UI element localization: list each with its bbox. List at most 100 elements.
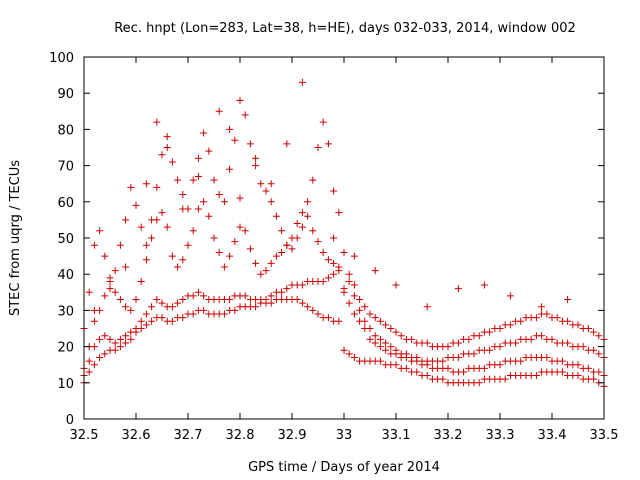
data-point	[96, 227, 104, 235]
data-point	[215, 107, 223, 115]
data-point	[298, 223, 306, 231]
data-point	[340, 248, 348, 256]
axis-ticks	[83, 56, 605, 420]
data-point	[345, 299, 353, 307]
data-point	[122, 263, 130, 271]
data-point	[345, 277, 353, 285]
data-point	[200, 292, 208, 300]
data-point	[189, 176, 197, 184]
data-point	[376, 317, 384, 325]
data-point	[252, 303, 260, 311]
data-point	[309, 306, 317, 314]
data-point	[584, 364, 592, 372]
data-point	[304, 198, 312, 206]
data-point	[153, 118, 161, 126]
data-point	[168, 303, 176, 311]
data-point	[345, 350, 353, 358]
data-point	[153, 296, 161, 304]
data-point	[460, 368, 468, 376]
data-point	[122, 332, 130, 340]
data-point	[85, 357, 93, 365]
data-point	[148, 303, 156, 311]
data-point	[283, 241, 291, 249]
data-point	[267, 299, 275, 307]
x-tick-label: 32.9	[278, 428, 307, 443]
data-point	[501, 375, 509, 383]
y-tick-label: 100	[49, 51, 74, 66]
data-point	[517, 357, 525, 365]
data-point	[392, 346, 400, 354]
data-point	[350, 252, 358, 260]
data-point	[475, 379, 483, 387]
data-point	[168, 252, 176, 260]
data-point	[200, 198, 208, 206]
data-point	[298, 281, 306, 289]
data-point	[267, 198, 275, 206]
data-point	[111, 339, 119, 347]
data-point	[90, 317, 98, 325]
data-point	[496, 325, 504, 332]
data-point	[496, 361, 504, 369]
data-point	[111, 267, 119, 275]
data-point	[408, 335, 416, 343]
data-point	[226, 125, 234, 133]
data-point	[454, 353, 462, 361]
data-point	[517, 317, 525, 325]
data-point	[298, 78, 306, 86]
data-point	[366, 335, 374, 343]
data-point	[142, 310, 150, 318]
data-point	[298, 209, 306, 217]
data-point	[506, 321, 514, 329]
data-point	[371, 267, 379, 275]
data-point	[506, 292, 514, 300]
data-point	[226, 252, 234, 260]
data-point	[382, 321, 390, 329]
data-point	[595, 350, 603, 358]
y-tick-label: 40	[57, 268, 74, 283]
data-point	[564, 317, 572, 325]
data-point	[298, 299, 306, 307]
data-point	[314, 144, 322, 151]
data-point	[423, 303, 431, 311]
data-point	[111, 288, 119, 296]
x-tick-label: 32.7	[174, 428, 203, 443]
data-point	[189, 227, 197, 235]
data-point	[210, 176, 218, 184]
data-point	[174, 176, 182, 184]
data-point	[241, 227, 249, 235]
data-point	[319, 118, 327, 126]
data-point	[189, 292, 197, 300]
data-point	[267, 259, 275, 267]
data-point	[283, 285, 291, 293]
data-point	[96, 353, 104, 361]
data-point	[465, 335, 473, 343]
data-point	[423, 372, 431, 380]
data-point	[252, 162, 260, 170]
data-point	[179, 191, 187, 199]
data-point	[267, 292, 275, 300]
data-point	[324, 256, 332, 264]
data-point	[382, 339, 390, 347]
data-point	[595, 332, 603, 340]
data-point	[590, 346, 598, 354]
data-point	[246, 140, 254, 148]
data-point	[319, 277, 327, 285]
data-point	[101, 350, 109, 358]
data-point	[257, 180, 265, 188]
data-point	[350, 281, 358, 289]
data-point	[475, 332, 483, 340]
data-point	[122, 216, 130, 224]
data-point	[132, 296, 140, 304]
data-point	[90, 361, 98, 369]
data-point	[236, 194, 244, 202]
x-tick-label: 33	[336, 428, 353, 443]
data-point	[158, 314, 166, 322]
data-point	[335, 263, 343, 271]
data-point	[590, 328, 598, 336]
data-point	[356, 306, 364, 314]
data-point	[184, 241, 192, 249]
data-point	[366, 310, 374, 318]
data-point	[189, 310, 197, 318]
data-point	[319, 248, 327, 256]
